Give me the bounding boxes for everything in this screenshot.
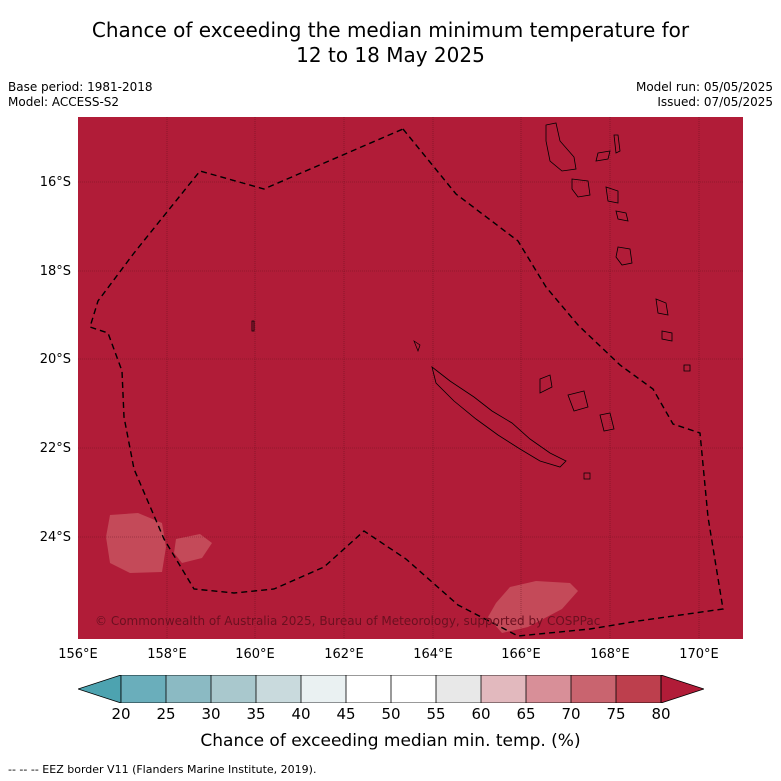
colorbar-bin	[481, 675, 526, 703]
lon-label-168e: 168°E	[590, 647, 630, 662]
colorbar-bin	[121, 675, 166, 703]
lighter-patch-west-small	[174, 534, 212, 563]
colorbar-bin	[526, 675, 571, 703]
lat-label-16s: 16°S	[39, 175, 71, 190]
islet	[583, 472, 591, 480]
lat-label-20s: 20°S	[39, 352, 71, 367]
vanuatu-island	[595, 150, 611, 162]
colorbar-tick-65: 65	[516, 705, 536, 723]
colorbar-bin	[346, 675, 391, 703]
islet	[413, 340, 421, 353]
colorbar	[78, 675, 704, 703]
colorbar-bin	[166, 675, 211, 703]
island-east	[655, 298, 669, 316]
vanuatu-efate	[605, 186, 619, 204]
map-svg	[78, 117, 743, 639]
lat-label-18s: 18°S	[39, 264, 71, 279]
lon-label-156e: 156°E	[58, 647, 98, 662]
colorbar-bin	[301, 675, 346, 703]
islet	[683, 364, 691, 372]
lighter-patch-south	[488, 581, 578, 633]
colorbar-high-arrow	[660, 675, 704, 703]
colorbar-tick-45: 45	[336, 705, 356, 723]
vanuatu-tanna	[615, 246, 633, 266]
colorbar-tick-80: 80	[651, 705, 671, 723]
island-east	[661, 330, 673, 342]
colorbar-dividers	[120, 675, 662, 703]
lon-label-164e: 164°E	[413, 647, 453, 662]
colorbar-bin	[391, 675, 436, 703]
gridlines	[78, 117, 743, 639]
loyalty-islands-3	[599, 412, 615, 432]
colorbar-bin	[571, 675, 616, 703]
colorbar-tick-25: 25	[156, 705, 176, 723]
lon-label-160e: 160°E	[235, 647, 275, 662]
copyright-text: © Commonwealth of Australia 2025, Bureau…	[95, 614, 601, 628]
map-background	[78, 117, 743, 639]
colorbar-tick-75: 75	[606, 705, 626, 723]
colorbar-bin	[211, 675, 256, 703]
eez-border	[89, 128, 724, 637]
colorbar-bin	[436, 675, 481, 703]
base-period: Base period: 1981-2018	[8, 80, 153, 94]
vanuatu-island	[613, 134, 621, 154]
vanuatu-espiritu-santo	[545, 122, 577, 172]
lat-label-22s: 22°S	[39, 441, 71, 456]
colorbar-tick-60: 60	[471, 705, 491, 723]
lighter-patch-west	[106, 513, 166, 573]
loyalty-islands-2	[567, 390, 589, 412]
colorbar-tick-40: 40	[291, 705, 311, 723]
new-caledonia-coast	[431, 365, 567, 468]
colorbar-tick-55: 55	[426, 705, 446, 723]
colorbar-tick-35: 35	[246, 705, 266, 723]
model-run: Model run: 05/05/2025	[635, 80, 773, 94]
lon-label-162e: 162°E	[324, 647, 364, 662]
lon-label-170e: 170°E	[679, 647, 719, 662]
eez-footnote: -- -- -- EEZ border V11 (Flanders Marine…	[8, 763, 317, 776]
lat-label-24s: 24°S	[39, 530, 71, 545]
colorbar-tick-50: 50	[381, 705, 401, 723]
meta-left: Base period: 1981-2018 Model: ACCESS-S2	[8, 80, 153, 110]
meta-right: Model run: 05/05/2025 Issued: 07/05/2025	[636, 80, 773, 110]
title-line-1: Chance of exceeding the median minimum t…	[91, 18, 690, 42]
lon-label-166e: 166°E	[501, 647, 541, 662]
colorbar-tick-30: 30	[201, 705, 221, 723]
colorbar-bin	[256, 675, 301, 703]
issued-date: Issued: 07/05/2025	[657, 95, 773, 109]
model-name: Model: ACCESS-S2	[8, 95, 120, 109]
vanuatu-island	[615, 210, 629, 222]
colorbar-title: Chance of exceeding median min. temp. (%…	[200, 731, 581, 751]
title-line-2: 12 to 18 May 2025	[296, 43, 485, 67]
islet	[251, 320, 255, 332]
lon-label-158e: 158°E	[147, 647, 187, 662]
colorbar-tick-70: 70	[561, 705, 581, 723]
map-title: Chance of exceeding the median minimum t…	[0, 18, 781, 68]
loyalty-islands-1	[539, 374, 553, 394]
colorbar-bin	[616, 675, 661, 703]
colorbar-low-arrow	[78, 675, 122, 703]
colorbar-tick-20: 20	[111, 705, 131, 723]
vanuatu-malakula	[571, 178, 591, 198]
map-panel	[78, 117, 743, 639]
